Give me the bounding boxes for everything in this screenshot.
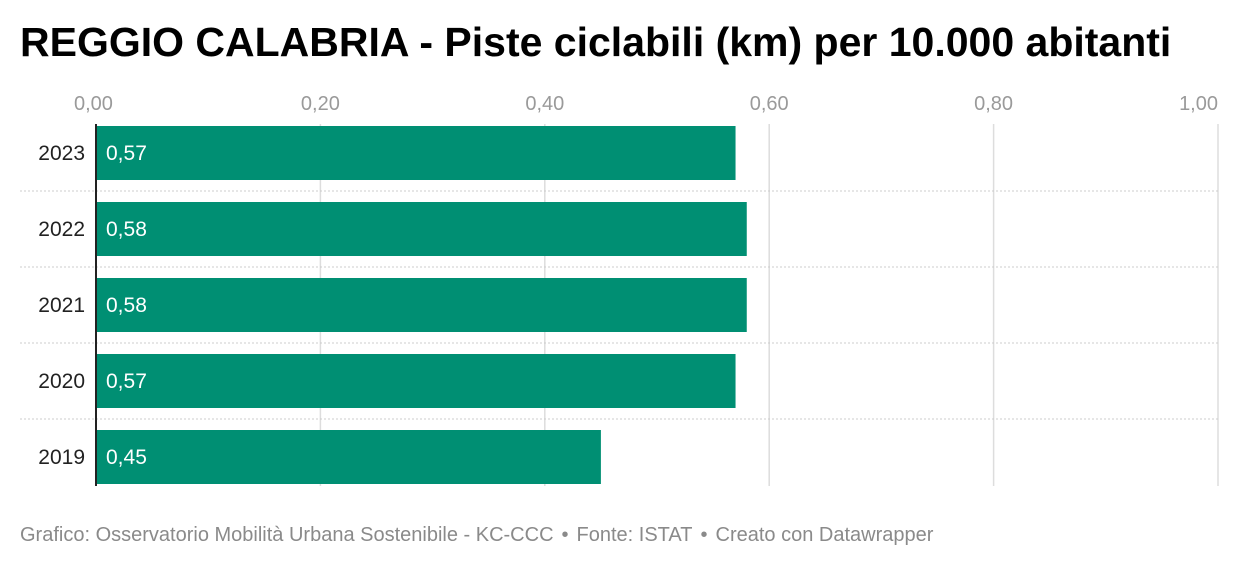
source-note: Fonte: ISTAT bbox=[576, 524, 693, 546]
value-label: 0,57 bbox=[106, 370, 147, 393]
bar bbox=[96, 278, 747, 332]
chart-footer: Grafico: Osservatorio Mobilità Urbana So… bbox=[20, 524, 933, 547]
chart-title: REGGIO CALABRIA - Piste ciclabili (km) p… bbox=[20, 19, 1172, 65]
x-axis-ticks: 0,00 0,20 0,40 0,60 0,80 1,00 bbox=[74, 93, 1218, 115]
value-label: 0,57 bbox=[106, 142, 147, 165]
graphic-credit: Grafico: Osservatorio Mobilità Urbana So… bbox=[20, 524, 554, 546]
value-label: 0,58 bbox=[106, 294, 147, 317]
value-labels: 0,57 0,58 0,58 0,57 0,45 bbox=[106, 142, 147, 469]
footer-separator: • bbox=[700, 524, 708, 546]
x-tick-label: 1,00 bbox=[1179, 93, 1218, 115]
bar bbox=[96, 430, 601, 484]
value-label: 0,58 bbox=[106, 218, 147, 241]
footer-separator: • bbox=[561, 524, 569, 546]
x-tick-label: 0,60 bbox=[750, 93, 789, 115]
x-tick-label: 0,00 bbox=[74, 93, 113, 115]
bar bbox=[96, 202, 747, 256]
category-label: 2023 bbox=[38, 142, 85, 165]
x-tick-label: 0,40 bbox=[525, 93, 564, 115]
category-label: 2021 bbox=[38, 294, 85, 317]
category-label: 2022 bbox=[38, 218, 85, 241]
bars bbox=[96, 126, 747, 484]
x-tick-label: 0,80 bbox=[974, 93, 1013, 115]
x-tick-label: 0,20 bbox=[301, 93, 340, 115]
made-with-note: Creato con Datawrapper bbox=[715, 524, 934, 546]
category-label: 2020 bbox=[38, 370, 85, 393]
value-label: 0,45 bbox=[106, 446, 147, 469]
category-labels: 2023 2022 2021 2020 2019 bbox=[38, 142, 85, 469]
category-label: 2019 bbox=[38, 446, 85, 469]
bar bbox=[96, 126, 736, 180]
bar bbox=[96, 354, 736, 408]
